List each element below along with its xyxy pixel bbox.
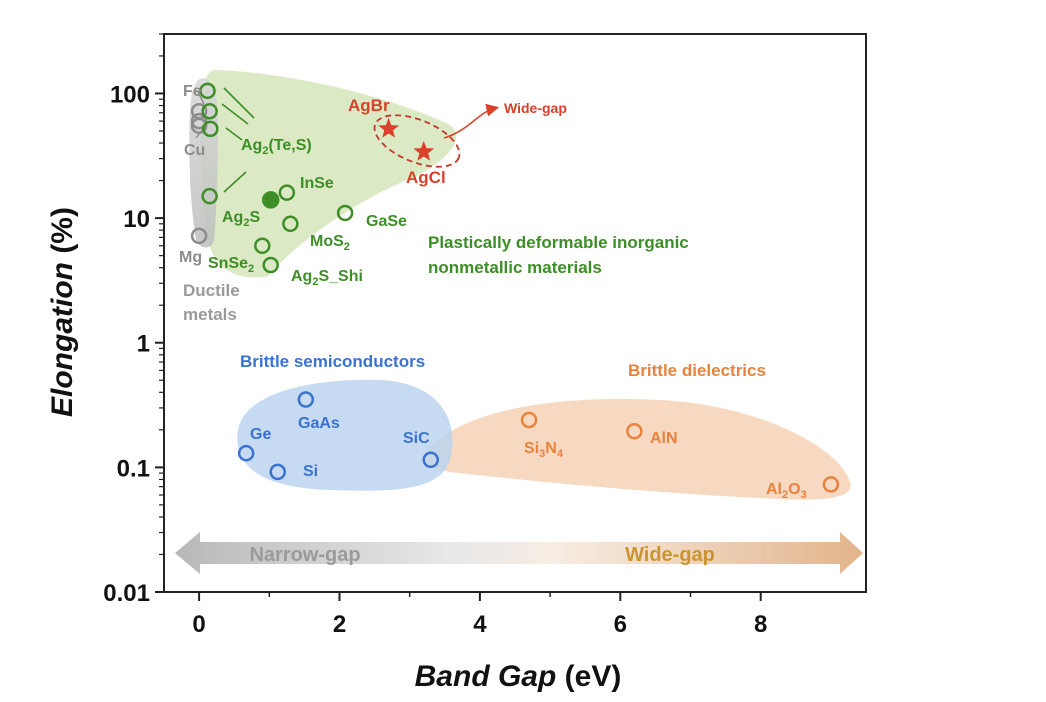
- orange-region-label: Brittle dielectrics: [628, 361, 766, 380]
- point-inse: [278, 184, 296, 201]
- leader-line: [225, 127, 243, 141]
- label-inse: InSe: [300, 175, 334, 192]
- point-unlabeled: [201, 102, 218, 120]
- wide-gap-callout-label: Wide-gap: [504, 100, 567, 116]
- y-tick-label: 0.1: [117, 455, 150, 482]
- x-tick-label: 8: [754, 611, 767, 638]
- y-tick-label: 10: [123, 206, 150, 233]
- y-axis-title-main: Elongation: [46, 262, 79, 417]
- label-mg: Mg: [179, 249, 202, 266]
- region-labels: Plastically deformable inorganic nonmeta…: [183, 233, 766, 380]
- point-ag2-te-s-: [199, 82, 216, 100]
- y-axis-title: Elongation (%): [46, 207, 79, 417]
- leader-line: [197, 91, 205, 105]
- label-gase: GaSe: [366, 213, 407, 230]
- point-si3n4: [520, 411, 538, 429]
- label-fe: Fe: [183, 83, 202, 100]
- axes: 0 2 4 6 8 0.01 0.1 1 10 100: [103, 33, 767, 638]
- label-ag2s: Ag2S: [222, 209, 260, 229]
- gray-region-label-line2: metals: [183, 305, 237, 324]
- point-mos2: [282, 215, 299, 233]
- x-axis-title-unit: (eV): [556, 660, 621, 693]
- point-cu: [190, 112, 208, 130]
- point-ag2s: [201, 187, 218, 205]
- point-agbr-star: [378, 117, 400, 138]
- arrow-right-label: Wide-gap: [625, 544, 715, 566]
- gap-arrow-shape: [175, 532, 863, 574]
- plot-frame: [163, 33, 867, 593]
- point-unlabeled: [202, 120, 219, 138]
- label-sic: SiC: [403, 430, 430, 447]
- data-marks: [190, 82, 840, 493]
- point-unlabeled: [190, 117, 208, 135]
- x-axis-title: Band Gap (eV): [415, 660, 622, 693]
- point-al2o3: [822, 476, 840, 493]
- regions: [189, 70, 851, 500]
- green-region-label-line2: nonmetallic materials: [428, 258, 602, 277]
- x-tick-label: 2: [333, 611, 346, 638]
- wide-gap-ellipse: [373, 114, 461, 168]
- point-aln: [626, 422, 643, 440]
- y-tick-label: 1: [137, 331, 150, 358]
- blue-region-label: Brittle semiconductors: [240, 352, 425, 371]
- label-agcl: AgCl: [406, 168, 446, 187]
- label-aln: AlN: [650, 430, 678, 447]
- y-axis-title-unit: (%): [46, 207, 79, 262]
- point-snse2: [254, 237, 271, 254]
- label-gaas: GaAs: [298, 415, 340, 432]
- leader-line: [221, 103, 249, 125]
- x-tick-label: 0: [192, 611, 205, 638]
- label-si: Si: [303, 463, 318, 480]
- green-region-label-line1: Plastically deformable inorganic: [428, 233, 689, 252]
- point-mg: [190, 227, 208, 245]
- point-ge: [237, 444, 255, 462]
- leader-lines: [221, 87, 255, 193]
- point-agcl-star: [413, 140, 435, 161]
- green-region: [200, 70, 457, 278]
- label-ag2s-shi: Ag2S_Shi: [291, 268, 363, 288]
- point-labels: Fe Cu Mg Ag2(Te,S) Ag2S InSe GaSe MoS2 S…: [179, 83, 807, 501]
- leader-line: [223, 171, 247, 193]
- label-si3n4: Si3N4: [524, 440, 564, 460]
- label-al2o3: Al2O3: [766, 481, 807, 501]
- label-agbr: AgBr: [348, 96, 390, 115]
- gray-region-label-line1: Ductile: [183, 281, 240, 300]
- point-sic: [422, 451, 440, 469]
- label-mos2: MoS2: [310, 233, 350, 253]
- arrow-left-label: Narrow-gap: [249, 544, 360, 566]
- x-axis-title-main: Band Gap: [415, 660, 557, 693]
- point-gase: [336, 204, 354, 222]
- wide-gap-callout-arrow: [443, 103, 500, 139]
- x-tick-label: 4: [473, 611, 487, 638]
- y-tick-label: 0.01: [103, 580, 150, 607]
- orange-region: [425, 398, 851, 500]
- y-tick-label: 100: [110, 81, 150, 108]
- point-ag2s-shi: [262, 256, 279, 274]
- label-cu: Cu: [184, 142, 205, 159]
- point-gaas: [297, 391, 315, 408]
- blue-region: [237, 379, 453, 491]
- point-si: [269, 463, 286, 481]
- point-unlabeled: [261, 191, 280, 209]
- label-ge: Ge: [250, 426, 271, 443]
- label-ag2tes: Ag2(Te,S): [241, 137, 312, 157]
- leader-line: [223, 87, 255, 119]
- gap-arrow: Narrow-gap Wide-gap: [175, 532, 863, 574]
- label-snse2: SnSe2: [208, 255, 254, 275]
- x-tick-label: 6: [614, 611, 627, 638]
